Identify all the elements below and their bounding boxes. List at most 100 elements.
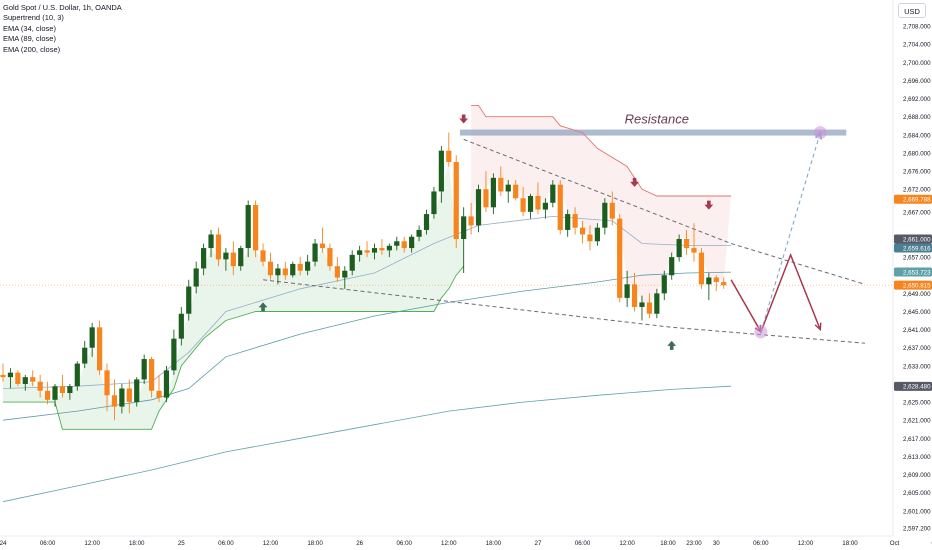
- candle[interactable]: [134, 377, 140, 407]
- candle[interactable]: [52, 383, 58, 407]
- candle[interactable]: [342, 266, 348, 289]
- candle[interactable]: [379, 239, 385, 255]
- candle[interactable]: [171, 329, 177, 375]
- candle[interactable]: [30, 370, 36, 387]
- currency-button[interactable]: USD: [898, 3, 926, 18]
- candle[interactable]: [572, 207, 578, 235]
- legend-ema34[interactable]: EMA (34, close): [3, 23, 56, 33]
- candle[interactable]: [698, 248, 705, 289]
- candle[interactable]: [305, 254, 311, 276]
- target-circle[interactable]: [813, 126, 827, 140]
- candle[interactable]: [468, 202, 474, 235]
- candle[interactable]: [386, 243, 392, 258]
- candle[interactable]: [290, 261, 296, 278]
- candle[interactable]: [550, 180, 556, 208]
- candle[interactable]: [423, 209, 430, 235]
- ema89-line[interactable]: [2, 271, 732, 421]
- candle[interactable]: [215, 227, 222, 267]
- candle[interactable]: [394, 236, 400, 251]
- resistance-band[interactable]: [459, 129, 847, 136]
- candle[interactable]: [201, 243, 207, 276]
- candle[interactable]: [126, 379, 132, 414]
- candle[interactable]: [238, 245, 244, 271]
- candle[interactable]: [669, 252, 675, 280]
- candle[interactable]: [631, 272, 638, 312]
- candle[interactable]: [416, 225, 422, 242]
- candle[interactable]: [253, 200, 259, 258]
- candle[interactable]: [691, 223, 697, 262]
- candle[interactable]: [624, 270, 630, 307]
- candle[interactable]: [498, 166, 504, 196]
- candle[interactable]: [617, 214, 623, 303]
- candle[interactable]: [409, 234, 415, 253]
- candle[interactable]: [186, 279, 192, 321]
- candle[interactable]: [513, 180, 519, 201]
- candle[interactable]: [371, 243, 378, 260]
- candle[interactable]: [319, 227, 326, 253]
- candle[interactable]: [364, 241, 370, 258]
- candle[interactable]: [587, 225, 593, 251]
- candle[interactable]: [557, 180, 563, 235]
- candle[interactable]: [193, 261, 199, 294]
- candle[interactable]: [542, 198, 548, 219]
- ema34-line[interactable]: [2, 215, 732, 389]
- candle[interactable]: [96, 320, 103, 375]
- candle[interactable]: [156, 374, 162, 403]
- candle[interactable]: [119, 383, 125, 414]
- candle[interactable]: [602, 198, 608, 235]
- candle[interactable]: [676, 234, 682, 262]
- candle[interactable]: [230, 241, 236, 276]
- candle[interactable]: [149, 356, 155, 398]
- candle[interactable]: [706, 272, 712, 301]
- supertrend-up-line[interactable]: [3, 265, 465, 430]
- candle[interactable]: [520, 186, 526, 217]
- candle[interactable]: [483, 171, 489, 212]
- candle[interactable]: [15, 370, 21, 387]
- projection-path[interactable]: [730, 252, 821, 334]
- candle[interactable]: [446, 132, 452, 167]
- candle[interactable]: [267, 252, 274, 280]
- candle[interactable]: [721, 277, 727, 289]
- candle[interactable]: [37, 374, 43, 398]
- candle[interactable]: [527, 193, 534, 219]
- candle[interactable]: [89, 322, 95, 357]
- candle[interactable]: [275, 263, 281, 285]
- supertrend-down-line[interactable]: [471, 104, 732, 197]
- candle[interactable]: [579, 220, 586, 244]
- candle[interactable]: [297, 257, 303, 276]
- candle[interactable]: [453, 155, 459, 249]
- candle[interactable]: [178, 306, 184, 346]
- legend-ema200[interactable]: EMA (200, close): [3, 44, 61, 54]
- candle[interactable]: [505, 180, 511, 203]
- legend-supertrend[interactable]: Supertrend (10, 3): [3, 13, 64, 23]
- candle[interactable]: [22, 374, 28, 391]
- candle[interactable]: [646, 293, 653, 319]
- candle[interactable]: [223, 248, 229, 271]
- candle[interactable]: [163, 365, 170, 403]
- candle[interactable]: [208, 229, 214, 258]
- candle[interactable]: [104, 363, 110, 412]
- candle[interactable]: [661, 270, 667, 301]
- candle[interactable]: [282, 261, 288, 280]
- candle[interactable]: [639, 295, 645, 321]
- candle[interactable]: [565, 209, 571, 237]
- candle[interactable]: [327, 243, 333, 271]
- candle[interactable]: [349, 250, 355, 276]
- candle[interactable]: [67, 383, 73, 400]
- candle[interactable]: [431, 186, 437, 219]
- legend-symbol[interactable]: Gold Spot / U.S. Dollar, 1h, OANDA: [3, 3, 122, 12]
- legend-ema89[interactable]: EMA (89, close): [3, 34, 56, 44]
- candle[interactable]: [59, 374, 66, 398]
- candle[interactable]: [312, 239, 318, 267]
- candle[interactable]: [609, 191, 615, 226]
- candle[interactable]: [594, 223, 600, 246]
- candle[interactable]: [461, 207, 467, 273]
- candle[interactable]: [654, 288, 660, 319]
- candle[interactable]: [357, 245, 363, 262]
- candle[interactable]: [111, 379, 118, 421]
- lower-trendline[interactable]: [263, 279, 865, 344]
- candle[interactable]: [82, 340, 88, 369]
- candle[interactable]: [0, 363, 6, 382]
- candle[interactable]: [141, 354, 147, 384]
- candle[interactable]: [713, 275, 719, 292]
